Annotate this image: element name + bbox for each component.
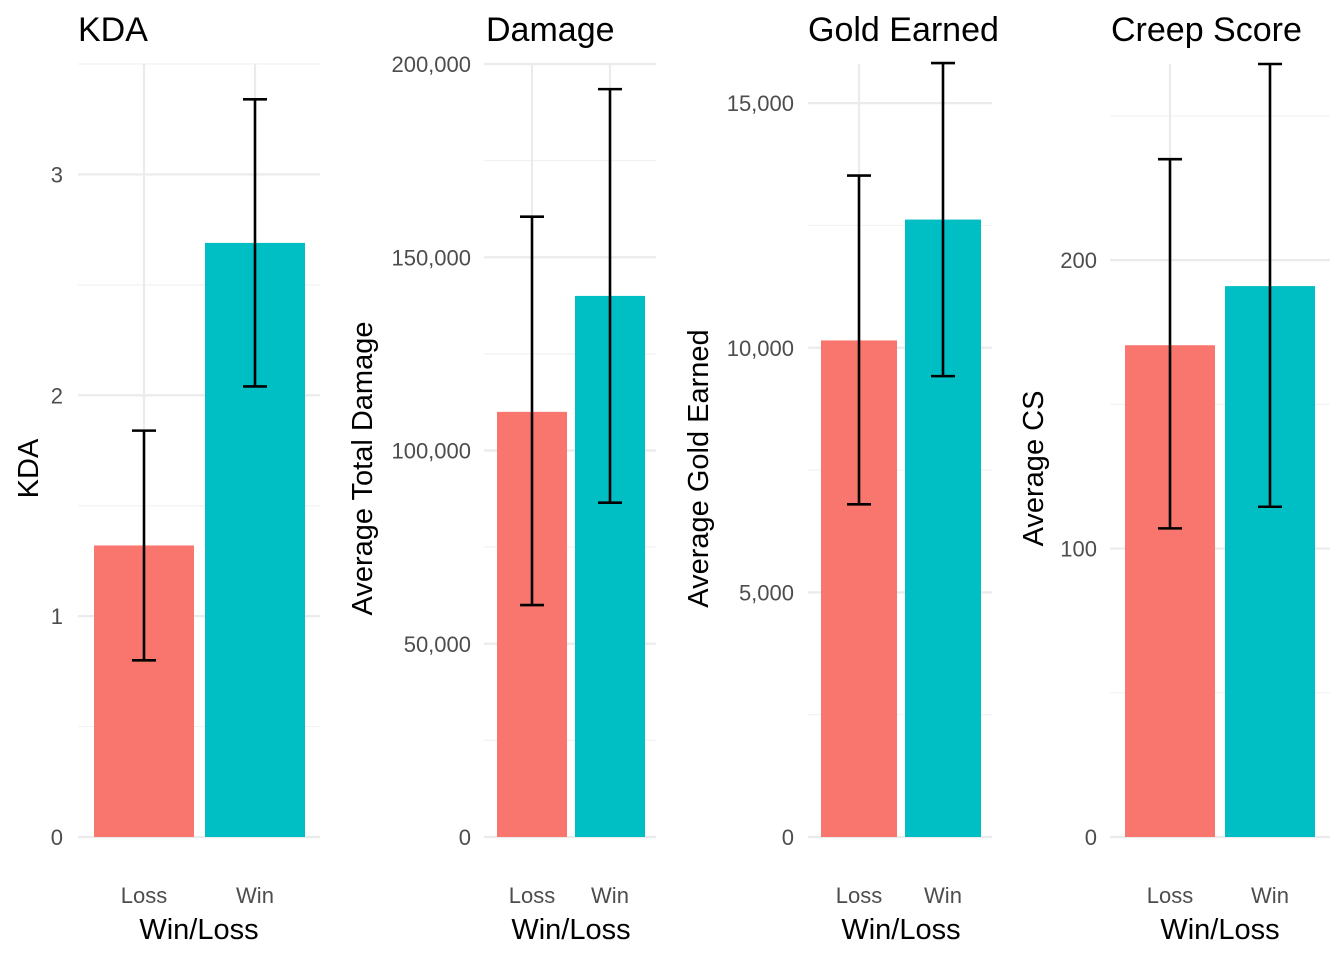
y-tick-label: 10,000 [727, 336, 794, 361]
y-tick-label: 200,000 [391, 52, 471, 77]
y-axis-title: Average Total Damage [347, 322, 379, 616]
panel-title: Damage [486, 11, 615, 49]
y-tick-label: 0 [1085, 825, 1097, 850]
x-axis-title: Win/Loss [511, 914, 630, 946]
errorbar-win [243, 98, 267, 388]
panel-title: Creep Score [1111, 11, 1302, 49]
y-axis-title: KDA [13, 438, 45, 498]
errorbar-loss [520, 215, 544, 607]
y-axis-title: Average Gold Earned [683, 329, 715, 607]
panel-3: 0 100 200 Loss Win Creep Score Win/Loss Average… [1018, 11, 1330, 946]
panel-2: 0 5,000 10,000 15,000 Loss Win Gold Earned Win/… [683, 11, 999, 946]
errorbar-loss [132, 429, 156, 662]
x-tick-label: Loss [509, 883, 555, 908]
y-tick-label: 100,000 [391, 439, 471, 464]
errorbar-loss [847, 174, 871, 506]
errorbar-win [598, 87, 622, 504]
y-tick-label: 3 [51, 162, 63, 187]
y-tick-label: 0 [782, 825, 794, 850]
y-tick-label: 0 [51, 825, 63, 850]
y-tick-label: 50,000 [404, 632, 471, 657]
errorbar-loss [1158, 157, 1182, 530]
x-axis-title: Win/Loss [841, 914, 960, 946]
x-tick-label: Loss [121, 883, 167, 908]
y-tick-label: 100 [1060, 537, 1097, 562]
y-tick-label: 200 [1060, 248, 1097, 273]
x-tick-label: Loss [1147, 883, 1193, 908]
x-axis-title: Win/Loss [139, 914, 258, 946]
panel-0: 0 1 2 3 Loss Win KDA Win/Loss KDA [13, 11, 320, 946]
x-tick-label: Win [591, 883, 629, 908]
y-tick-label: 5,000 [739, 580, 794, 605]
panel-title: Gold Earned [808, 11, 999, 49]
errorbar-win [1258, 62, 1282, 509]
y-tick-label: 15,000 [727, 91, 794, 116]
errorbar-win [931, 61, 955, 378]
x-tick-label: Loss [836, 883, 882, 908]
y-axis-title: Average CS [1018, 391, 1050, 547]
x-tick-label: Win [924, 883, 962, 908]
x-tick-label: Win [236, 883, 274, 908]
panel-title: KDA [78, 11, 148, 49]
panel-1: 0 50,000 100,000 150,000 200,000 Loss Win Damag… [347, 11, 656, 946]
y-tick-label: 1 [51, 604, 63, 629]
y-tick-label: 2 [51, 383, 63, 408]
x-tick-label: Win [1251, 883, 1289, 908]
x-axis-title: Win/Loss [1160, 914, 1279, 946]
y-tick-label: 150,000 [391, 245, 471, 270]
y-tick-label: 0 [459, 825, 471, 850]
